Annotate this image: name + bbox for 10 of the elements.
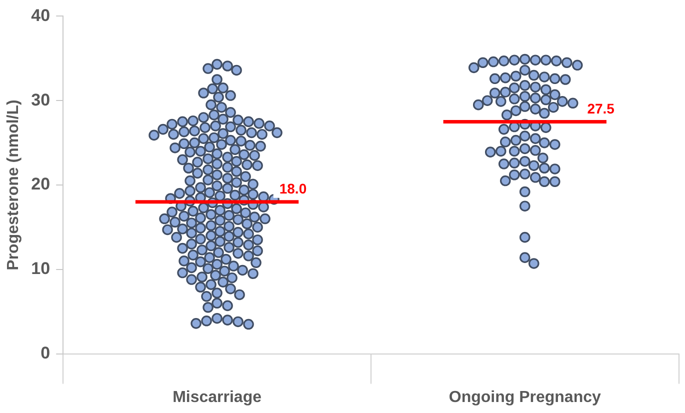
x-tick-label: Miscarriage: [172, 388, 262, 406]
y-axis-title: Progesterone (nmol/L): [5, 100, 22, 270]
y-tick-label: 20: [31, 174, 50, 194]
y-tick-label: 30: [31, 90, 50, 110]
y-tick-label: 0: [40, 343, 50, 362]
ref-line-label: 27.5: [587, 100, 615, 117]
x-tick-label: Ongoing Pregnancy: [448, 388, 601, 406]
ref-line-label: 18.0: [279, 180, 307, 197]
y-tick-label: 10: [31, 259, 50, 278]
y-tick-label: 40: [31, 6, 50, 25]
